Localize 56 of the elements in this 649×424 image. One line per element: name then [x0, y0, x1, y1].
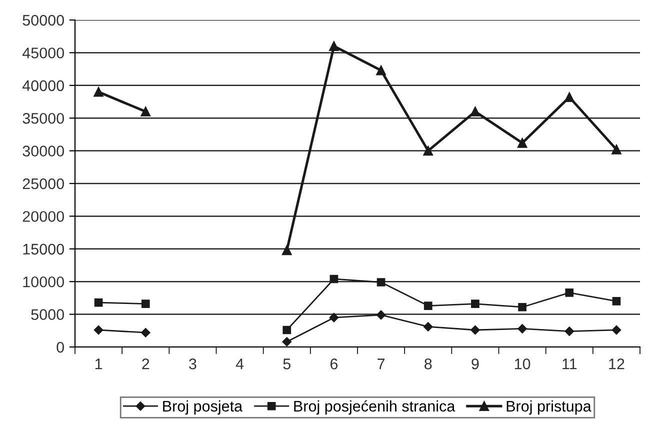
x-tick-label: 6	[330, 358, 338, 370]
point	[141, 300, 150, 308]
point	[564, 326, 574, 336]
x-tick-label: 9	[472, 358, 479, 370]
point	[140, 106, 150, 116]
point	[424, 302, 432, 310]
point	[376, 65, 386, 76]
x-tick-label: 7	[378, 358, 385, 370]
y-tick-label: 10000	[23, 276, 64, 288]
point	[376, 310, 386, 320]
point	[94, 325, 104, 335]
point	[612, 144, 622, 154]
point	[330, 274, 338, 284]
point	[612, 325, 622, 335]
x-tick-label: 8	[424, 358, 432, 370]
point	[565, 288, 574, 297]
y-tick-label: 25000	[22, 178, 64, 190]
x-tick-label: 2	[142, 358, 150, 370]
y-tick-label: 5000	[31, 309, 64, 320]
point	[141, 328, 150, 338]
y-tick-label: 50000	[22, 14, 64, 26]
legend-label: Broj pristupa	[506, 400, 592, 415]
y-tick-label: 35000	[22, 112, 64, 124]
point	[471, 300, 480, 308]
point	[612, 297, 621, 306]
x-tick-label: 3	[189, 358, 196, 370]
y-tick-label: 30000	[22, 146, 64, 156]
y-tick-label: 15000	[23, 244, 64, 255]
point	[329, 41, 339, 52]
point	[282, 337, 292, 346]
point	[518, 302, 526, 312]
point	[94, 87, 104, 97]
y-tick-label: 20000	[22, 211, 64, 222]
y-tick-label: 45000	[22, 48, 64, 58]
point	[470, 325, 480, 335]
point	[517, 138, 528, 148]
point	[282, 326, 292, 334]
point	[424, 322, 433, 332]
x-tick-label: 5	[283, 358, 290, 370]
point	[423, 146, 433, 156]
x-tick-label: 12	[609, 358, 624, 370]
point	[376, 278, 386, 286]
x-tick-label: 11	[562, 358, 577, 370]
point	[94, 298, 103, 307]
legend-label: Broj posjećenih stranica	[294, 400, 456, 415]
x-tick-label: 4	[236, 358, 244, 370]
point	[518, 324, 527, 334]
point	[470, 106, 480, 116]
y-tick-label: 40000	[22, 80, 64, 92]
point	[564, 92, 574, 102]
x-tick-label: 10	[514, 358, 530, 370]
point	[329, 312, 339, 322]
legend-label: Broj posjeta	[163, 400, 243, 415]
y-tick-label: 0	[56, 342, 64, 353]
x-tick-label: 1	[95, 358, 102, 370]
point	[282, 245, 292, 256]
